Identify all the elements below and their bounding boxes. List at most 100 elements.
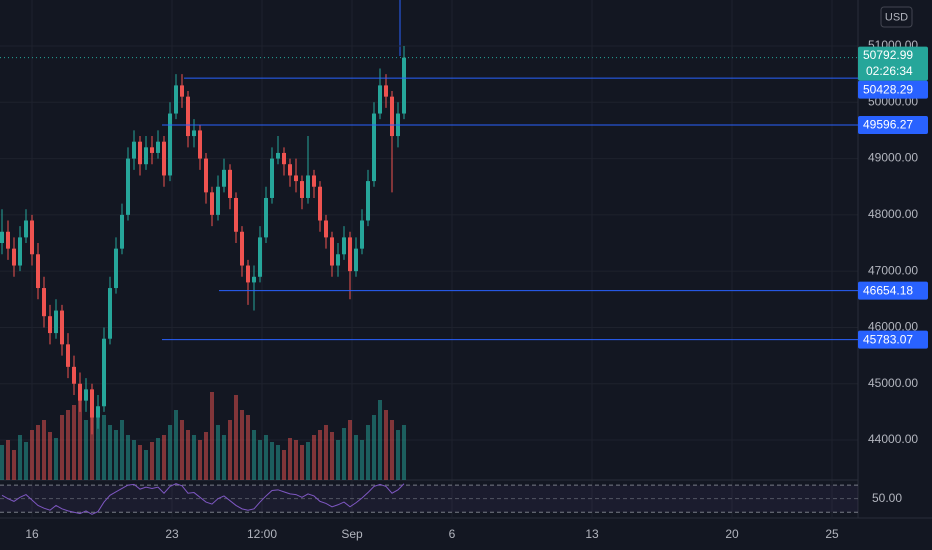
volume-bar [270,442,274,480]
volume-bar [312,435,316,480]
volume-bar [30,430,34,480]
volume-bar [222,435,226,480]
volume-bar [12,450,16,480]
level-label: 50428.29 [863,82,913,96]
candle-body [84,389,88,401]
volume-bar [60,415,64,480]
candle-body [144,147,148,165]
volume-bar [360,440,364,480]
candle-body [186,96,190,137]
countdown: 02:26:34 [866,64,913,78]
volume-bar [348,420,352,480]
volume-bar [324,425,328,480]
volume-bar [300,445,304,480]
candle-body [126,158,130,215]
candle-body [390,96,394,137]
candle-body [210,192,214,215]
level-label: 45783.07 [863,332,913,346]
volume-bar [276,445,280,480]
volume-bar [234,395,238,480]
currency[interactable]: USD [885,11,908,23]
candle-body [96,406,100,418]
last-price-label: 50792.99 [863,48,913,62]
candle-body [228,169,232,198]
volume-bar [96,410,100,480]
volume-bar [48,432,52,480]
volume-bar [114,430,118,480]
volume-bar [138,445,142,480]
volume-bar [150,442,154,480]
volume-bar [372,415,376,480]
volume-bar [144,450,148,480]
level-label: 46654.18 [863,283,913,297]
candle-body [240,231,244,266]
volume-bar [318,430,322,480]
candle-body [324,220,328,238]
volume-bar [366,425,370,480]
volume-bar [330,432,334,480]
volume-bar [228,420,232,480]
candle-body [24,220,28,238]
candle-body [48,316,52,334]
candle-body [90,389,94,418]
candle-body [72,366,76,384]
candle-body [306,175,310,198]
candle-body [198,130,202,159]
volume-bar [306,442,310,480]
candle-body [60,310,64,345]
candle-body [114,248,118,289]
y-tick-label: 46000.00 [868,320,918,334]
candle-body [282,152,286,165]
candle-body [336,254,340,266]
candle-body [204,158,208,193]
volume-bar [354,435,358,480]
candle-body [174,85,178,114]
candle-body [276,152,280,159]
x-tick-label: 25 [825,527,839,541]
x-tick-label: 13 [585,527,599,541]
y-tick-label: 45000.00 [868,376,918,390]
volume-bar [18,435,22,480]
level-label-box [858,281,928,300]
candle-body [192,130,196,137]
volume-bar [342,428,346,480]
y-tick-label: 48000.00 [868,207,918,221]
volume-bar [0,445,5,480]
x-tick-label: 12:00 [247,527,277,541]
candle-body [54,310,58,334]
candle-body [66,344,70,367]
volume-bar [390,420,394,480]
volume-bar [174,410,178,480]
rsi-tick-label: 50.00 [872,491,902,505]
level-label-box [858,116,928,135]
rsi-line [1,483,405,515]
volume-bar [90,395,94,480]
level-label-box [858,330,928,349]
volume-bar [102,415,106,480]
currency-box[interactable] [880,6,913,28]
volume-bar [120,420,124,480]
candle-body [0,231,5,244]
candle-body [384,85,388,97]
candle-body [36,254,40,289]
volume-bar [84,420,88,480]
x-tick-label: Sep [341,527,363,541]
volume-bar [24,442,28,480]
candle-body [222,169,226,187]
candle-body [162,141,166,176]
candle-body [354,248,358,272]
volume-bar [6,440,10,480]
x-tick-label: 16 [25,527,39,541]
candle-body [102,338,106,407]
candle-body [132,141,136,159]
y-tick-label: 44000.00 [868,432,918,446]
volume-bar [132,440,136,480]
candle-body [234,197,238,232]
volume-bar [180,420,184,480]
volume-bar [204,432,208,480]
candle-body [18,237,22,266]
candle-body [294,175,298,182]
candle-body [360,220,364,249]
volume-bar [378,400,382,480]
